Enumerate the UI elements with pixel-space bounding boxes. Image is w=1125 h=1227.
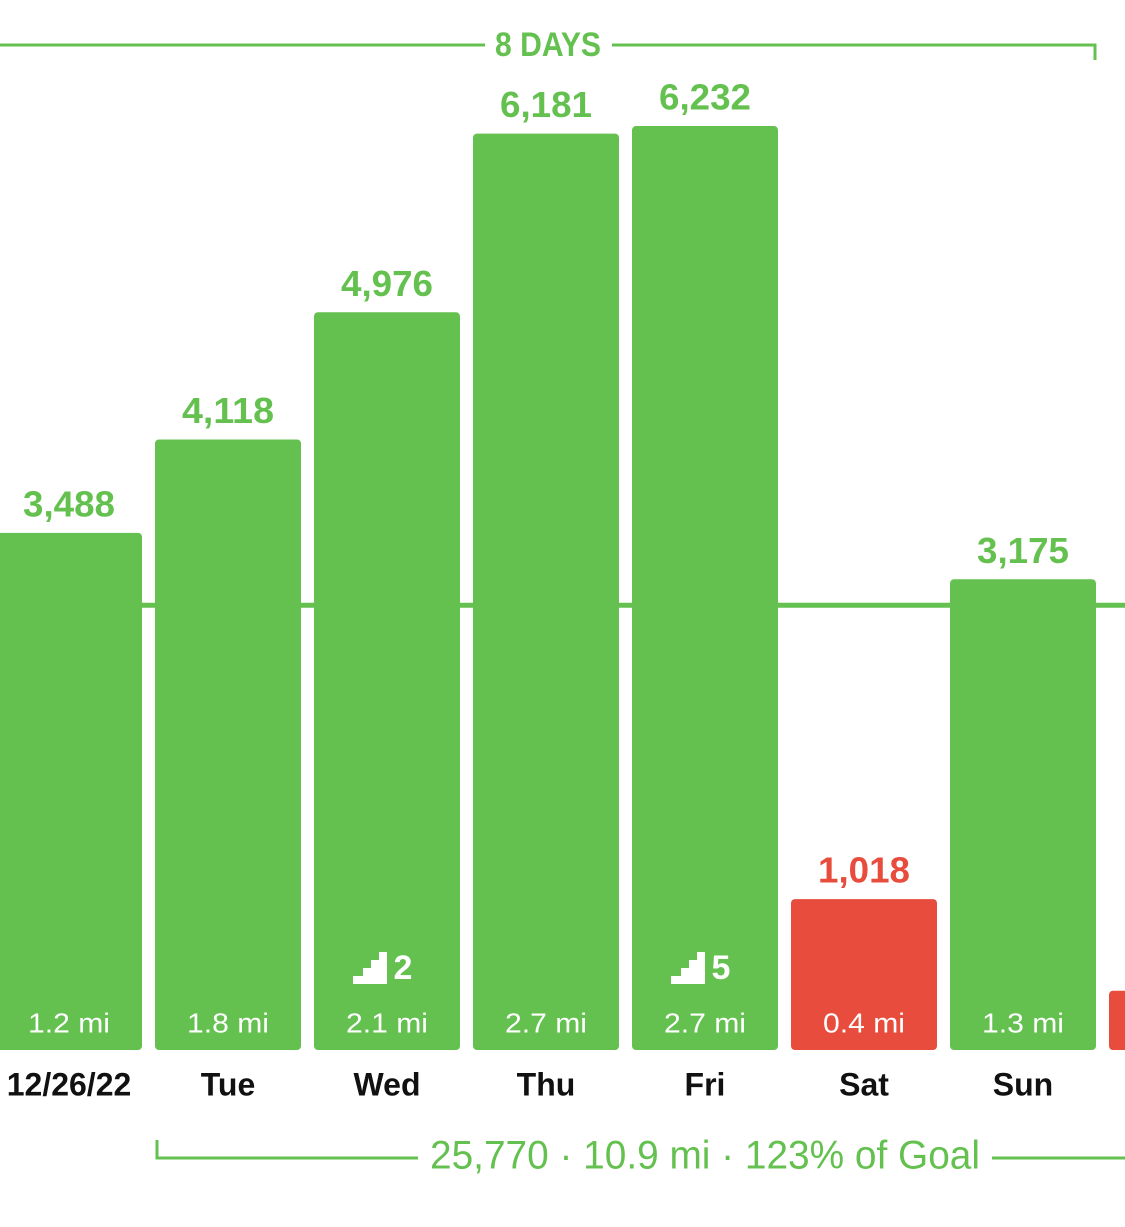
distance-label: 0.4 mi	[823, 1007, 905, 1038]
distance-label: 1.3 mi	[982, 1007, 1064, 1038]
x-tick-label: 12/26/22	[7, 1066, 132, 1102]
value-label: 1,018	[818, 850, 910, 891]
x-tick-label: Sun	[993, 1066, 1053, 1102]
value-label: 6,232	[659, 77, 751, 118]
stairs-icon	[671, 952, 705, 984]
distance-label: 2.7 mi	[664, 1007, 746, 1038]
summary: 25,770 · 10.9 mi · 123% of Goal	[430, 1134, 980, 1178]
value-label: 4,976	[341, 263, 433, 304]
x-tick-label: Wed	[354, 1066, 421, 1102]
header-bracket	[0, 43, 1097, 60]
floors-label: 2	[394, 949, 413, 987]
distance-label: 2.1 mi	[346, 1007, 428, 1038]
distance-label: 2.7 mi	[505, 1007, 587, 1038]
bar	[950, 579, 1096, 1050]
bar	[155, 439, 301, 1050]
bar	[1109, 990, 1125, 1050]
value-label: 6,181	[500, 84, 592, 125]
value-label: 3,175	[977, 530, 1069, 571]
x-tick-label: Thu	[517, 1066, 576, 1102]
bar	[314, 312, 460, 1050]
bar	[473, 133, 619, 1050]
bar	[791, 899, 937, 1050]
value-label: 3,488	[23, 483, 115, 524]
stairs-icon	[353, 952, 387, 984]
floors-label: 5	[712, 949, 731, 987]
x-tick-label: Sat	[839, 1066, 889, 1102]
x-tick-label: Fri	[685, 1066, 726, 1102]
value-label: 4,118	[182, 390, 274, 431]
bar	[632, 126, 778, 1050]
summary-bracket	[155, 1140, 1125, 1160]
distance-label: 1.8 mi	[187, 1007, 269, 1038]
distance-label: 1.2 mi	[28, 1007, 110, 1038]
x-tick-label: Tue	[201, 1066, 256, 1102]
bar	[0, 532, 142, 1050]
header: 8 DAYS	[495, 26, 601, 64]
